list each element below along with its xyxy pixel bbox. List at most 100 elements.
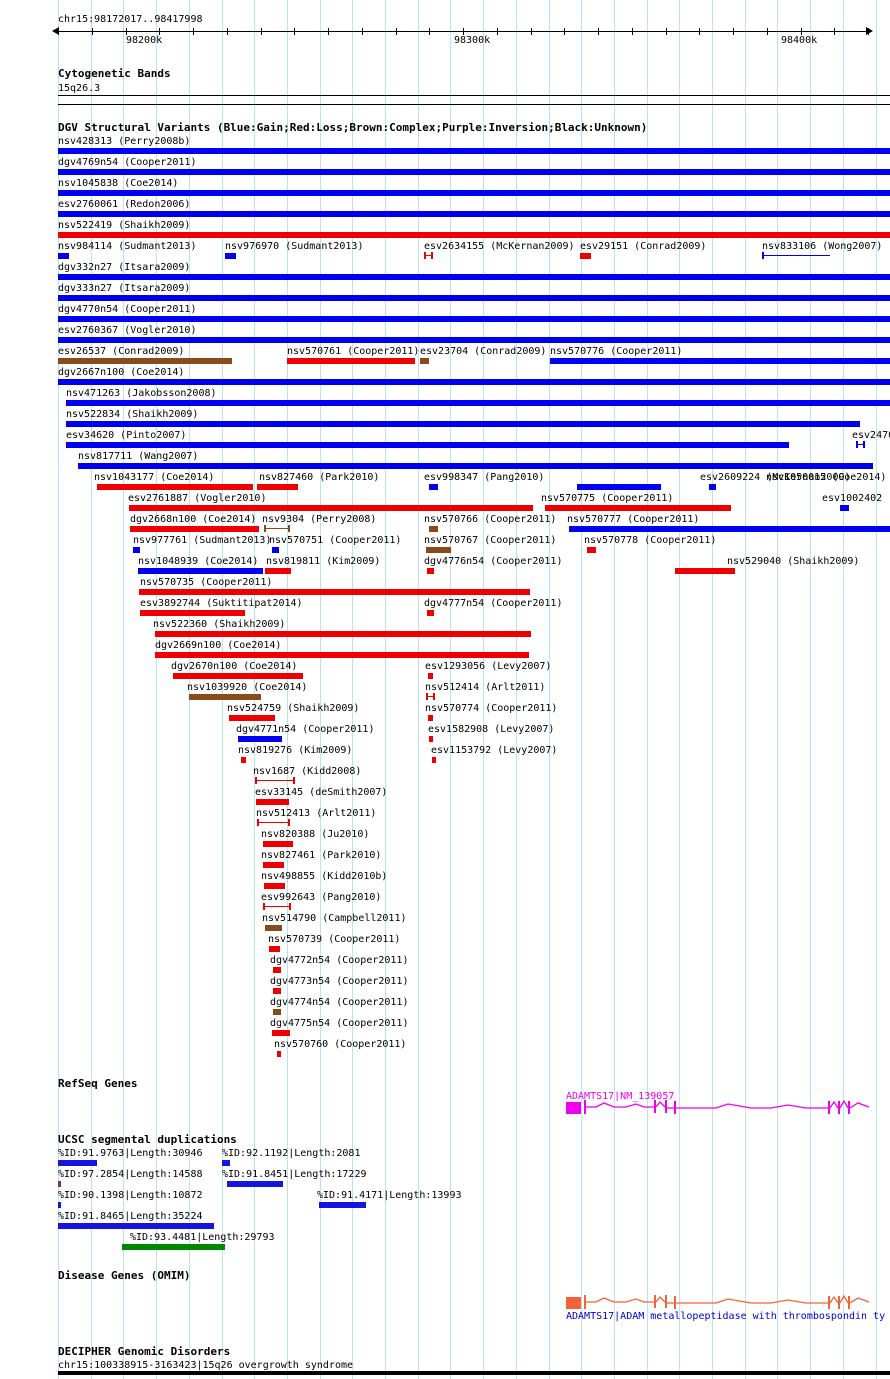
dgv-track-label: esv2760367 (Vogler2010) [58,325,197,336]
dgv-variant-bar [58,358,232,364]
segdup-bar [58,1181,61,1187]
dgv-track-label: nsv570760 (Cooper2011) [274,1039,407,1050]
dgv-track-label: nsv820388 (Ju2010) [261,829,370,840]
dgv-variant-bar [241,757,246,763]
dgv-variant-bar [429,526,438,532]
dgv-variant-bar [133,547,140,553]
dgv-variant-bar [265,925,282,931]
decipher-entry-label: chr15:100338915-3163423|15q26 overgrowth… [58,1360,354,1371]
dgv-variant-bar [675,568,735,574]
gridline [385,0,386,1379]
dgv-variant-bracket [856,441,865,448]
dgv-track-label: nsv570776 (Cooper2011) [550,346,683,357]
dgv-track-label: nsv819276 (Kim2009) [238,745,353,756]
dgv-variant-bar [58,316,890,322]
cytoband-line-bottom [58,104,890,105]
gridline [287,0,288,1379]
ruler-left-arrow-icon [52,27,59,35]
cytogenetic-band-label: 15q26.3 [58,83,101,94]
dgv-variant-bracket [426,693,435,700]
dgv-variant-bar [58,274,890,280]
dgv-variant-bar [577,484,661,490]
ruler-tick [396,28,397,35]
segdup-label: %ID:90.1398|Length:10872 [58,1190,203,1201]
dgv-track-label: nsv471263 (Jakobsson2008) [66,388,217,399]
dgv-variant-bar [426,547,451,553]
ruler-tick [531,28,532,35]
segdup-label: %ID:97.2854|Length:14588 [58,1169,203,1180]
gridline [320,0,321,1379]
dgv-track-label: esv26537 (Conrad2009) [58,346,185,357]
decipher-bar [58,1371,890,1375]
dgv-variant-bar [273,988,281,994]
segdup-bar [122,1244,225,1250]
ruler-tick [261,28,262,35]
gridline [123,0,124,1379]
dgv-track-label: nsv984114 (Sudmant2013) [58,241,197,252]
dgv-track-label: nsv570751 (Cooper2011) [269,535,402,546]
cytoband-line-top [58,95,890,96]
dgv-variant-bar [58,190,890,196]
gridline [876,0,877,1379]
dgv-variant-bar [263,862,284,868]
dgv-track-label: nsv570767 (Cooper2011) [424,535,557,546]
locus-label: chr15:98172017..98417998 [58,14,203,25]
dgv-variant-bar [66,400,890,406]
dgv-variant-bar [140,610,245,616]
dgv-variant-bar [58,295,890,301]
dgv-track-label: dgv333n27 (Itsara2009) [58,283,191,294]
gridline [189,0,190,1379]
dgv-variant-bar [265,568,291,574]
dgv-variant-bracket [257,819,290,826]
ruler-tick [598,28,599,35]
dgv-track-label: nsv827460 (Park2010) [259,472,380,483]
dgv-variant-bar [58,211,890,217]
gridline [581,0,582,1379]
dgv-track-label: dgv4775n54 (Cooper2011) [270,1018,409,1029]
dgv-track-label: dgv4772n54 (Cooper2011) [270,955,409,966]
ruler-tick-label-0: 98200k [126,35,163,46]
dgv-variant-bar [155,631,531,637]
dgv-track-label: nsv570778 (Cooper2011) [584,535,717,546]
refseq-gene-label: ADAMTS17|NM_139057 [566,1091,675,1102]
dgv-track-label: nsv512413 (Arlt2011) [256,808,377,819]
dgv-variant-bar [66,421,860,427]
dgv-variant-bar [272,547,279,553]
segdup-bar [58,1160,97,1166]
ruler-tick [767,28,768,35]
dgv-variant-bracket [264,525,290,532]
segdup-label: %ID:92.1192|Length:2081 [222,1148,361,1159]
dgv-variant-bar [432,757,436,763]
dgv-track-label: nsv570774 (Cooper2011) [425,703,558,714]
dgv-variant-bracket [762,252,830,259]
dgv-track-label: dgv4777n54 (Cooper2011) [424,598,563,609]
dgv-variant-bar [272,1030,290,1036]
dgv-track-label: nsv514790 (Campbell2011) [262,913,407,924]
dgv-variant-bar [287,358,415,364]
dgv-track-label: esv1153792 (Levy2007) [431,745,558,756]
dgv-track-label: dgv2670n100 (Coe2014) [171,661,298,672]
ruler-tick [463,28,464,35]
ruler-tick [699,28,700,35]
ruler-tick-label-2: 98400k [781,35,818,46]
ruler-tick [58,28,59,35]
dgv-variant-bar [155,652,529,658]
dgv-section-title: DGV Structural Variants (Blue:Gain;Red:L… [58,121,648,134]
dgv-track-label: nsv9304 (Perry2008) [262,514,377,525]
dgv-track-label: nsv570739 (Cooper2011) [268,934,401,945]
dgv-variant-bracket [255,777,295,784]
dgv-track-label: nsv819811 (Kim2009) [266,556,381,567]
dgv-track-label: dgv4773n54 (Cooper2011) [270,976,409,987]
dgv-variant-bar [97,484,253,490]
segdup-label: %ID:91.8465|Length:35224 [58,1211,203,1222]
dgv-variant-bar [130,526,259,532]
dgv-track-label: dgv4771n54 (Cooper2011) [236,724,375,735]
refseq-genes-title: RefSeq Genes [58,1077,138,1090]
dgv-variant-bar [229,715,275,721]
ruler-tick [294,28,295,35]
ruler-tick [362,28,363,35]
dgv-track-label: nsv1687 (Kidd2008) [253,766,362,777]
dgv-variant-bracket [424,252,433,259]
dgv-variant-bar [277,1051,281,1057]
